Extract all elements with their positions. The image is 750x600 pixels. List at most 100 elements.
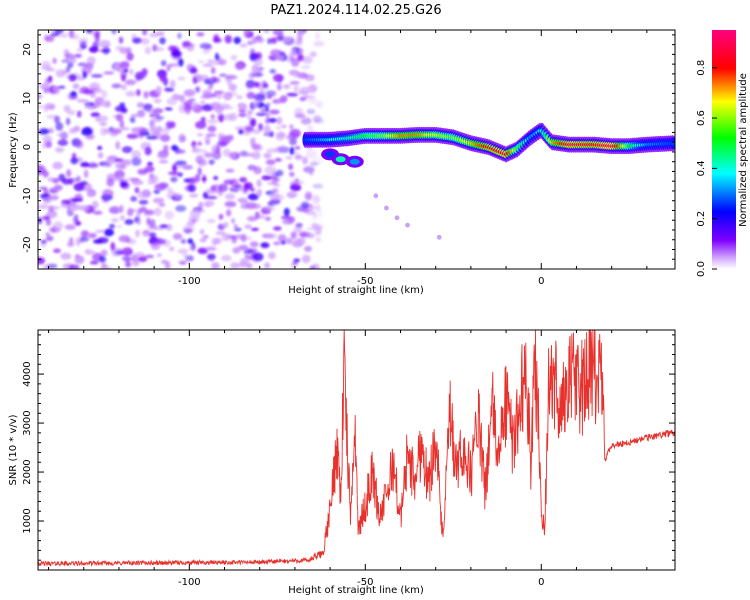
scatter-point <box>373 193 379 199</box>
noise-blob <box>286 191 298 199</box>
noise-blob <box>63 49 70 58</box>
noise-blob <box>60 252 72 260</box>
noise-blob <box>275 126 282 130</box>
noise-blob <box>111 217 119 223</box>
noise-blob <box>124 219 134 225</box>
noise-blob <box>205 133 217 137</box>
noise-blob <box>269 109 280 115</box>
noise-blob <box>71 33 79 40</box>
noise-blob <box>89 260 99 265</box>
noise-blob <box>213 175 219 181</box>
noise-blob <box>149 32 159 38</box>
noise-blob <box>204 135 211 144</box>
noise-blob <box>90 74 103 78</box>
noise-blob <box>72 83 80 90</box>
noise-blob <box>239 177 248 183</box>
noise-blob <box>100 249 108 257</box>
noise-blob <box>136 220 141 225</box>
snr-axes: -100 -50 0 1000 2000 3000 4000 <box>22 330 675 588</box>
noise-blob <box>149 119 156 128</box>
noise-blob <box>262 82 269 89</box>
noise-blob <box>138 199 149 205</box>
noise-blob <box>57 85 66 89</box>
noise-blob <box>66 110 76 115</box>
noise-blob <box>127 208 134 217</box>
noise-blob <box>282 84 291 90</box>
noise-blob <box>234 234 243 240</box>
noise-blob <box>243 182 253 190</box>
noise-blob <box>305 211 316 215</box>
secondary-core <box>349 158 360 165</box>
noise-blob <box>129 68 134 75</box>
noise-blob <box>289 138 297 146</box>
noise-blob <box>99 255 106 263</box>
noise-blob <box>313 118 325 124</box>
noise-blob <box>119 204 124 214</box>
noise-blob <box>38 94 43 99</box>
noise-blob <box>276 33 284 42</box>
noise-blob <box>166 187 174 193</box>
noise-blob <box>76 76 85 81</box>
x-tick-label: -50 <box>357 577 373 588</box>
noise-blob <box>111 128 122 135</box>
noise-blob <box>61 59 70 63</box>
noise-blob <box>121 146 133 154</box>
noise-blob <box>307 124 314 132</box>
noise-blob <box>294 40 303 46</box>
noise-blob <box>86 56 96 66</box>
colorbar-tick-label: 0.6 <box>696 110 707 126</box>
noise-blob <box>48 194 60 200</box>
noise-blob <box>58 33 69 38</box>
x-tick-label: 0 <box>538 276 544 287</box>
noise-blob <box>139 132 152 136</box>
noise-blob <box>195 120 207 129</box>
noise-blob <box>109 223 116 229</box>
noise-blob <box>235 63 245 71</box>
noise-blob <box>86 163 99 168</box>
noise-blob <box>285 156 293 160</box>
noise-blob <box>314 204 321 211</box>
noise-blob <box>136 102 145 108</box>
noise-blob <box>53 248 61 254</box>
noise-blob <box>44 35 55 42</box>
snr-frame <box>37 329 676 571</box>
secondary-core <box>335 156 346 163</box>
noise-blob <box>134 186 140 193</box>
noise-blob <box>218 213 224 220</box>
noise-blob <box>111 83 123 89</box>
secondary-core <box>325 151 336 158</box>
noise-blob <box>253 58 263 67</box>
noise-blob <box>68 264 80 269</box>
noise-blob <box>296 238 306 246</box>
noise-blob <box>196 154 204 162</box>
noise-blob <box>256 179 262 188</box>
noise-blob <box>104 228 114 237</box>
noise-blob <box>169 79 176 88</box>
noise-blob <box>263 206 276 211</box>
noise-blob <box>42 215 51 220</box>
noise-blob <box>103 71 115 75</box>
noise-blob <box>253 99 259 109</box>
noise-blob <box>182 41 192 48</box>
noise-blob <box>80 181 88 186</box>
noise-blob <box>243 30 250 36</box>
noise-blob <box>188 184 197 193</box>
noise-blob <box>271 188 279 193</box>
noise-blob <box>155 85 162 95</box>
noise-blob <box>299 231 311 237</box>
noise-blob <box>172 233 183 240</box>
noise-blob <box>158 182 166 191</box>
noise-blob <box>86 191 92 198</box>
noise-blob <box>249 241 259 248</box>
noise-blob <box>76 110 82 118</box>
noise-blob <box>188 98 196 102</box>
noise-blob <box>192 145 197 153</box>
noise-blob <box>218 58 227 66</box>
noise-blob <box>198 60 205 64</box>
noise-blob <box>283 207 290 217</box>
noise-blob <box>140 206 147 213</box>
noise-blob <box>258 123 264 131</box>
noise-blob <box>52 177 60 184</box>
noise-blob <box>252 72 264 77</box>
noise-blob <box>45 67 56 72</box>
